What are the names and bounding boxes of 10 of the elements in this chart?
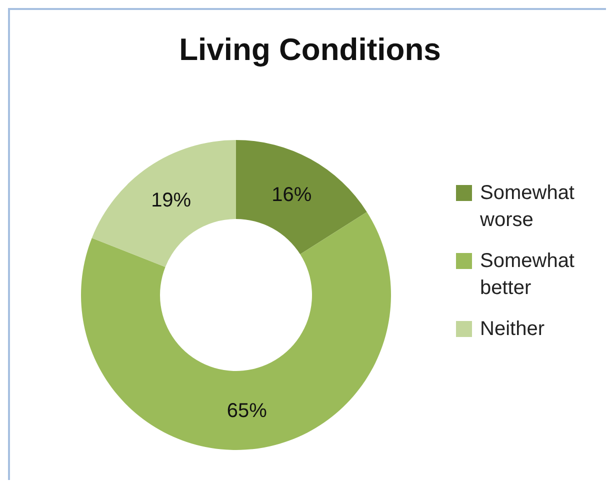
data-label: 16% [272, 184, 312, 206]
legend-label: Neither [480, 317, 546, 342]
data-label: 19% [151, 190, 192, 212]
donut-slice [81, 212, 391, 450]
legend-label: Somewhat worse [480, 181, 576, 233]
data-label: 65% [226, 400, 268, 422]
donut-slice [236, 140, 367, 254]
donut-slice [92, 140, 236, 268]
chart-title: Living Conditions [178, 32, 442, 68]
legend-label: Somewhat better [480, 249, 576, 301]
